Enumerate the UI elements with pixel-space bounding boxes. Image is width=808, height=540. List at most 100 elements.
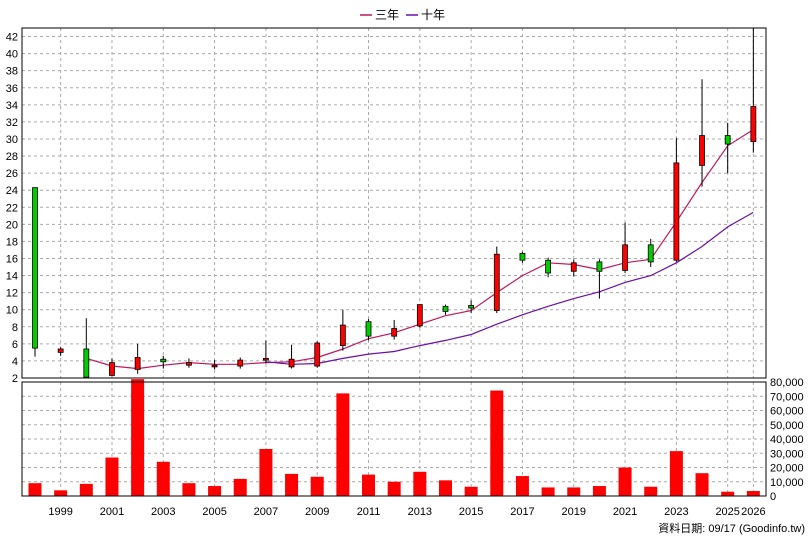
- price-tick-label: 10: [6, 305, 18, 317]
- x-tick-label: 2005: [202, 506, 226, 518]
- volume-panel-frame: [21, 381, 767, 497]
- price-tick-label: 22: [6, 202, 18, 214]
- candle-2007: [262, 340, 269, 364]
- volume-bar-1999: [54, 490, 68, 496]
- x-tick-label: 2021: [613, 506, 637, 518]
- candle-body: [596, 261, 603, 272]
- candle-body: [109, 362, 115, 376]
- candle-2004: [186, 358, 192, 368]
- candle-body: [57, 348, 64, 353]
- x-tick-label: 2009: [305, 506, 329, 518]
- price-tick-label: 6: [12, 339, 18, 351]
- candle-2010: [339, 309, 346, 351]
- candle-2019: [570, 259, 577, 277]
- candle-body: [32, 187, 38, 349]
- volume-tick-label: 20,000: [770, 463, 804, 475]
- candle-body: [262, 357, 269, 361]
- candle-2006: [237, 357, 244, 369]
- x-tick-label: 1999: [48, 506, 72, 518]
- candle-body: [545, 259, 552, 274]
- candle-body: [391, 328, 398, 337]
- candle-body: [211, 364, 218, 368]
- volume-bar-2009: [310, 476, 324, 496]
- x-tick-label: 2023: [664, 506, 688, 518]
- candle-2005: [211, 360, 218, 370]
- candle-2015: [468, 300, 475, 314]
- x-tick-label: 2017: [510, 506, 534, 518]
- x-tick-label: 2001: [100, 506, 124, 518]
- candle-2003: [160, 355, 167, 369]
- candle-body: [314, 342, 321, 367]
- axes: [21, 27, 767, 497]
- volume-bar-2002: [131, 379, 145, 496]
- candle-2026: [750, 28, 757, 153]
- volume-bar-2004: [182, 483, 196, 496]
- candle-2012: [391, 319, 398, 340]
- price-tick-label: 40: [6, 49, 18, 61]
- volume-tick-label: 0: [770, 491, 776, 503]
- volume-bar-2019: [567, 487, 581, 496]
- candle-body: [750, 106, 757, 142]
- ma10-line: [265, 211, 754, 365]
- x-tick-label: 2026: [741, 506, 765, 518]
- candle-2024: [699, 79, 705, 187]
- price-tick-label: 2: [12, 373, 18, 385]
- candle-2001: [109, 358, 115, 377]
- volume-bar-2023: [669, 451, 683, 496]
- candle-body: [493, 253, 500, 311]
- x-tick-label: 2015: [459, 506, 483, 518]
- price-tick-label: 36: [6, 83, 18, 95]
- candle-body: [186, 362, 192, 366]
- candle-body: [673, 162, 680, 261]
- candle-body: [724, 135, 731, 145]
- candlesticks: [32, 28, 757, 378]
- candle-body: [570, 262, 577, 272]
- volume-tick-label: 40,000: [770, 434, 804, 446]
- candle-body: [699, 135, 705, 166]
- price-tick-label: 34: [6, 100, 18, 112]
- candle-2000: [83, 318, 90, 378]
- candle-body: [468, 305, 475, 309]
- legend: 三年 十年: [360, 8, 445, 22]
- price-tick-label: 30: [6, 134, 18, 146]
- candle-2020: [596, 259, 603, 299]
- candle-2011: [365, 319, 372, 341]
- volume-bar-2018: [541, 487, 555, 496]
- candle-body: [622, 244, 628, 271]
- price-grid: [22, 28, 766, 379]
- candle-2017: [519, 251, 526, 263]
- price-tick-label: 16: [6, 253, 18, 265]
- volume-tick-label: 80,000: [770, 377, 804, 389]
- price-tick-label: 32: [6, 117, 18, 129]
- volume-tick-label: 50,000: [770, 420, 804, 432]
- x-tick-label: 2013: [408, 506, 432, 518]
- volume-tick-label: 10,000: [770, 477, 804, 489]
- price-tick-label: 18: [6, 236, 18, 248]
- candle-1998: [32, 187, 38, 357]
- volume-bar-2007: [259, 448, 273, 496]
- candle-body: [442, 305, 449, 312]
- volume-bar-2006: [233, 478, 247, 496]
- volume-bar-2008: [285, 473, 299, 496]
- candle-2009: [314, 341, 321, 368]
- candle-2018: [545, 257, 552, 278]
- legend-label: 三年: [375, 8, 399, 22]
- candle-2008: [288, 344, 295, 369]
- price-tick-label: 26: [6, 168, 18, 180]
- price-tick-label: 8: [12, 322, 18, 334]
- volume-bar-2017: [515, 476, 529, 496]
- volume-bar-2014: [438, 480, 452, 496]
- candle-2014: [442, 304, 449, 315]
- price-tick-label: 4: [12, 356, 18, 368]
- volume-bar-1998: [28, 483, 42, 496]
- volume-bar-2016: [490, 390, 504, 496]
- candle-2002: [134, 343, 141, 374]
- candle-body: [416, 304, 423, 327]
- footnote: 資料日期: 09/17 (Goodinfo.tw): [658, 521, 805, 535]
- candle-body: [83, 348, 90, 378]
- x-tick-label: 2019: [562, 506, 586, 518]
- legend-label: 十年: [421, 8, 445, 22]
- price-tick-label: 20: [6, 219, 18, 231]
- price-tick-label: 14: [6, 271, 18, 283]
